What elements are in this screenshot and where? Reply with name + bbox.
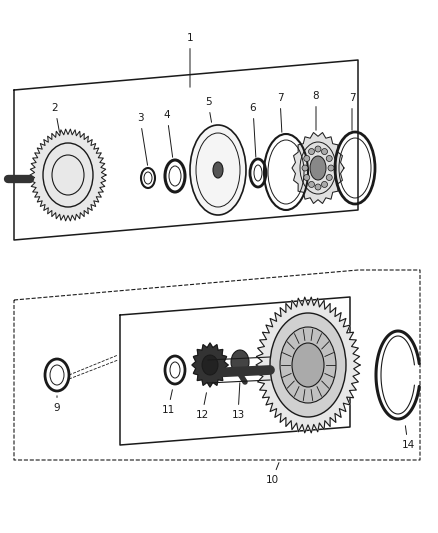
Text: 7: 7 [277,93,283,132]
Text: 1: 1 [187,33,193,87]
Polygon shape [192,343,228,387]
Circle shape [321,181,328,188]
Circle shape [326,156,332,161]
Ellipse shape [213,162,223,178]
Circle shape [326,174,332,181]
Circle shape [302,165,308,171]
Ellipse shape [202,355,218,375]
Ellipse shape [50,365,64,385]
Ellipse shape [292,343,324,387]
Text: 5: 5 [205,97,212,122]
Text: 2: 2 [52,103,60,132]
Text: 8: 8 [313,91,319,130]
Ellipse shape [231,350,249,374]
Polygon shape [256,297,360,433]
Polygon shape [292,133,344,204]
Ellipse shape [254,165,262,181]
Text: 14: 14 [401,426,415,450]
Ellipse shape [280,327,336,403]
Circle shape [315,184,321,190]
Ellipse shape [190,125,246,215]
Text: 6: 6 [250,103,256,157]
Circle shape [304,174,310,181]
Ellipse shape [170,362,180,378]
Circle shape [308,149,314,155]
Circle shape [315,146,321,152]
Text: 13: 13 [231,383,245,420]
Ellipse shape [310,156,326,180]
Text: 3: 3 [137,113,148,165]
Text: 9: 9 [54,396,60,413]
Circle shape [308,181,314,188]
Text: 4: 4 [164,110,173,157]
Text: 10: 10 [265,463,279,485]
Text: 12: 12 [195,393,208,420]
Ellipse shape [270,313,346,417]
Circle shape [304,156,310,161]
Text: 7: 7 [349,93,355,130]
Circle shape [328,165,334,171]
Text: 11: 11 [161,390,175,415]
Ellipse shape [169,166,181,186]
Circle shape [321,149,328,155]
Polygon shape [30,129,106,221]
